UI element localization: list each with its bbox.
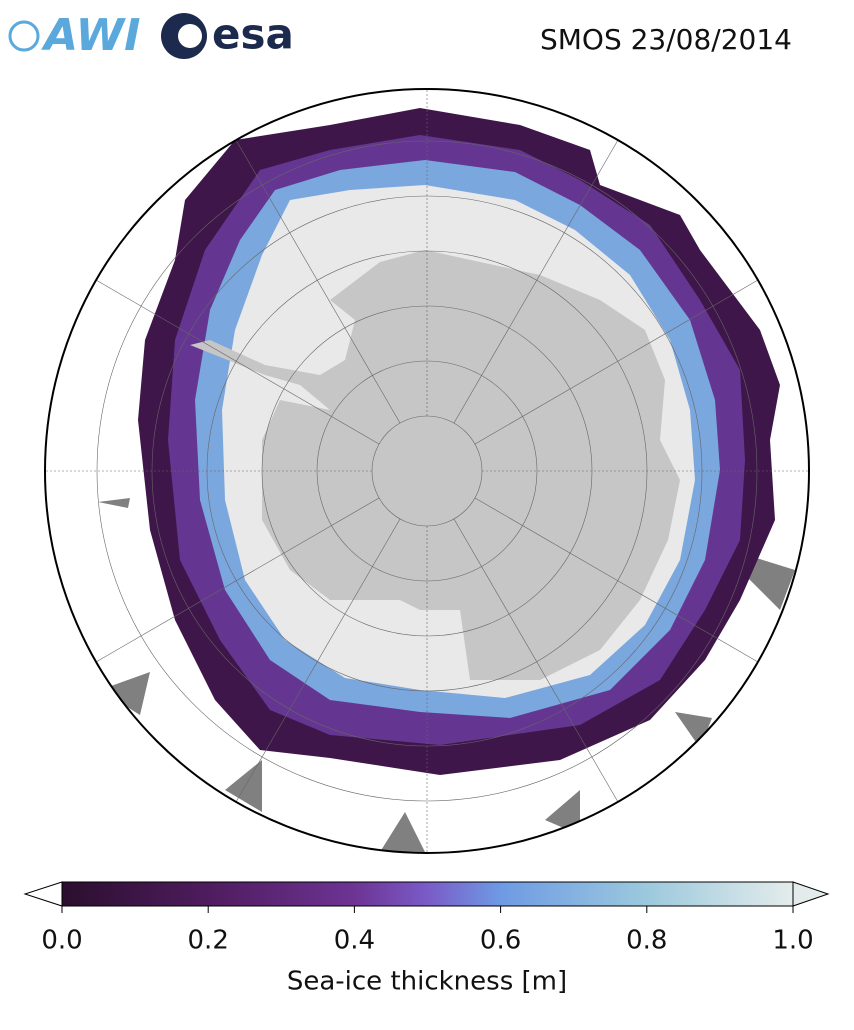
colorbar-tick-label: 0.8 — [626, 926, 667, 956]
colorbar-tick-label: 1.0 — [772, 926, 813, 956]
colorbar-over — [792, 881, 830, 907]
colorbar: Sea-ice thickness [m] 0.0 0.2 0.4 0.6 0.8 1.0 — [23, 881, 830, 997]
graticule — [45, 89, 809, 853]
esa-logo-text: esa — [212, 10, 294, 59]
map-title: SMOS 23/08/2014 — [540, 23, 792, 56]
colorbar-under — [23, 881, 63, 907]
map-border — [44, 88, 810, 854]
colorbar-tick-label: 0.0 — [41, 926, 82, 956]
esa-logo: esa — [161, 10, 294, 59]
colorbar-ramp — [61, 881, 794, 907]
colorbar-tick-label: 0.6 — [480, 926, 521, 956]
colorbar-tick-label: 0.4 — [334, 926, 375, 956]
awi-logo-text: AWI — [41, 10, 141, 61]
colorbar-label: Sea-ice thickness [m] — [287, 967, 567, 997]
map — [45, 89, 809, 853]
colorbar-tick-label: 0.2 — [188, 926, 229, 956]
antarctica — [190, 250, 680, 680]
awi-logo: AWI — [8, 10, 141, 61]
